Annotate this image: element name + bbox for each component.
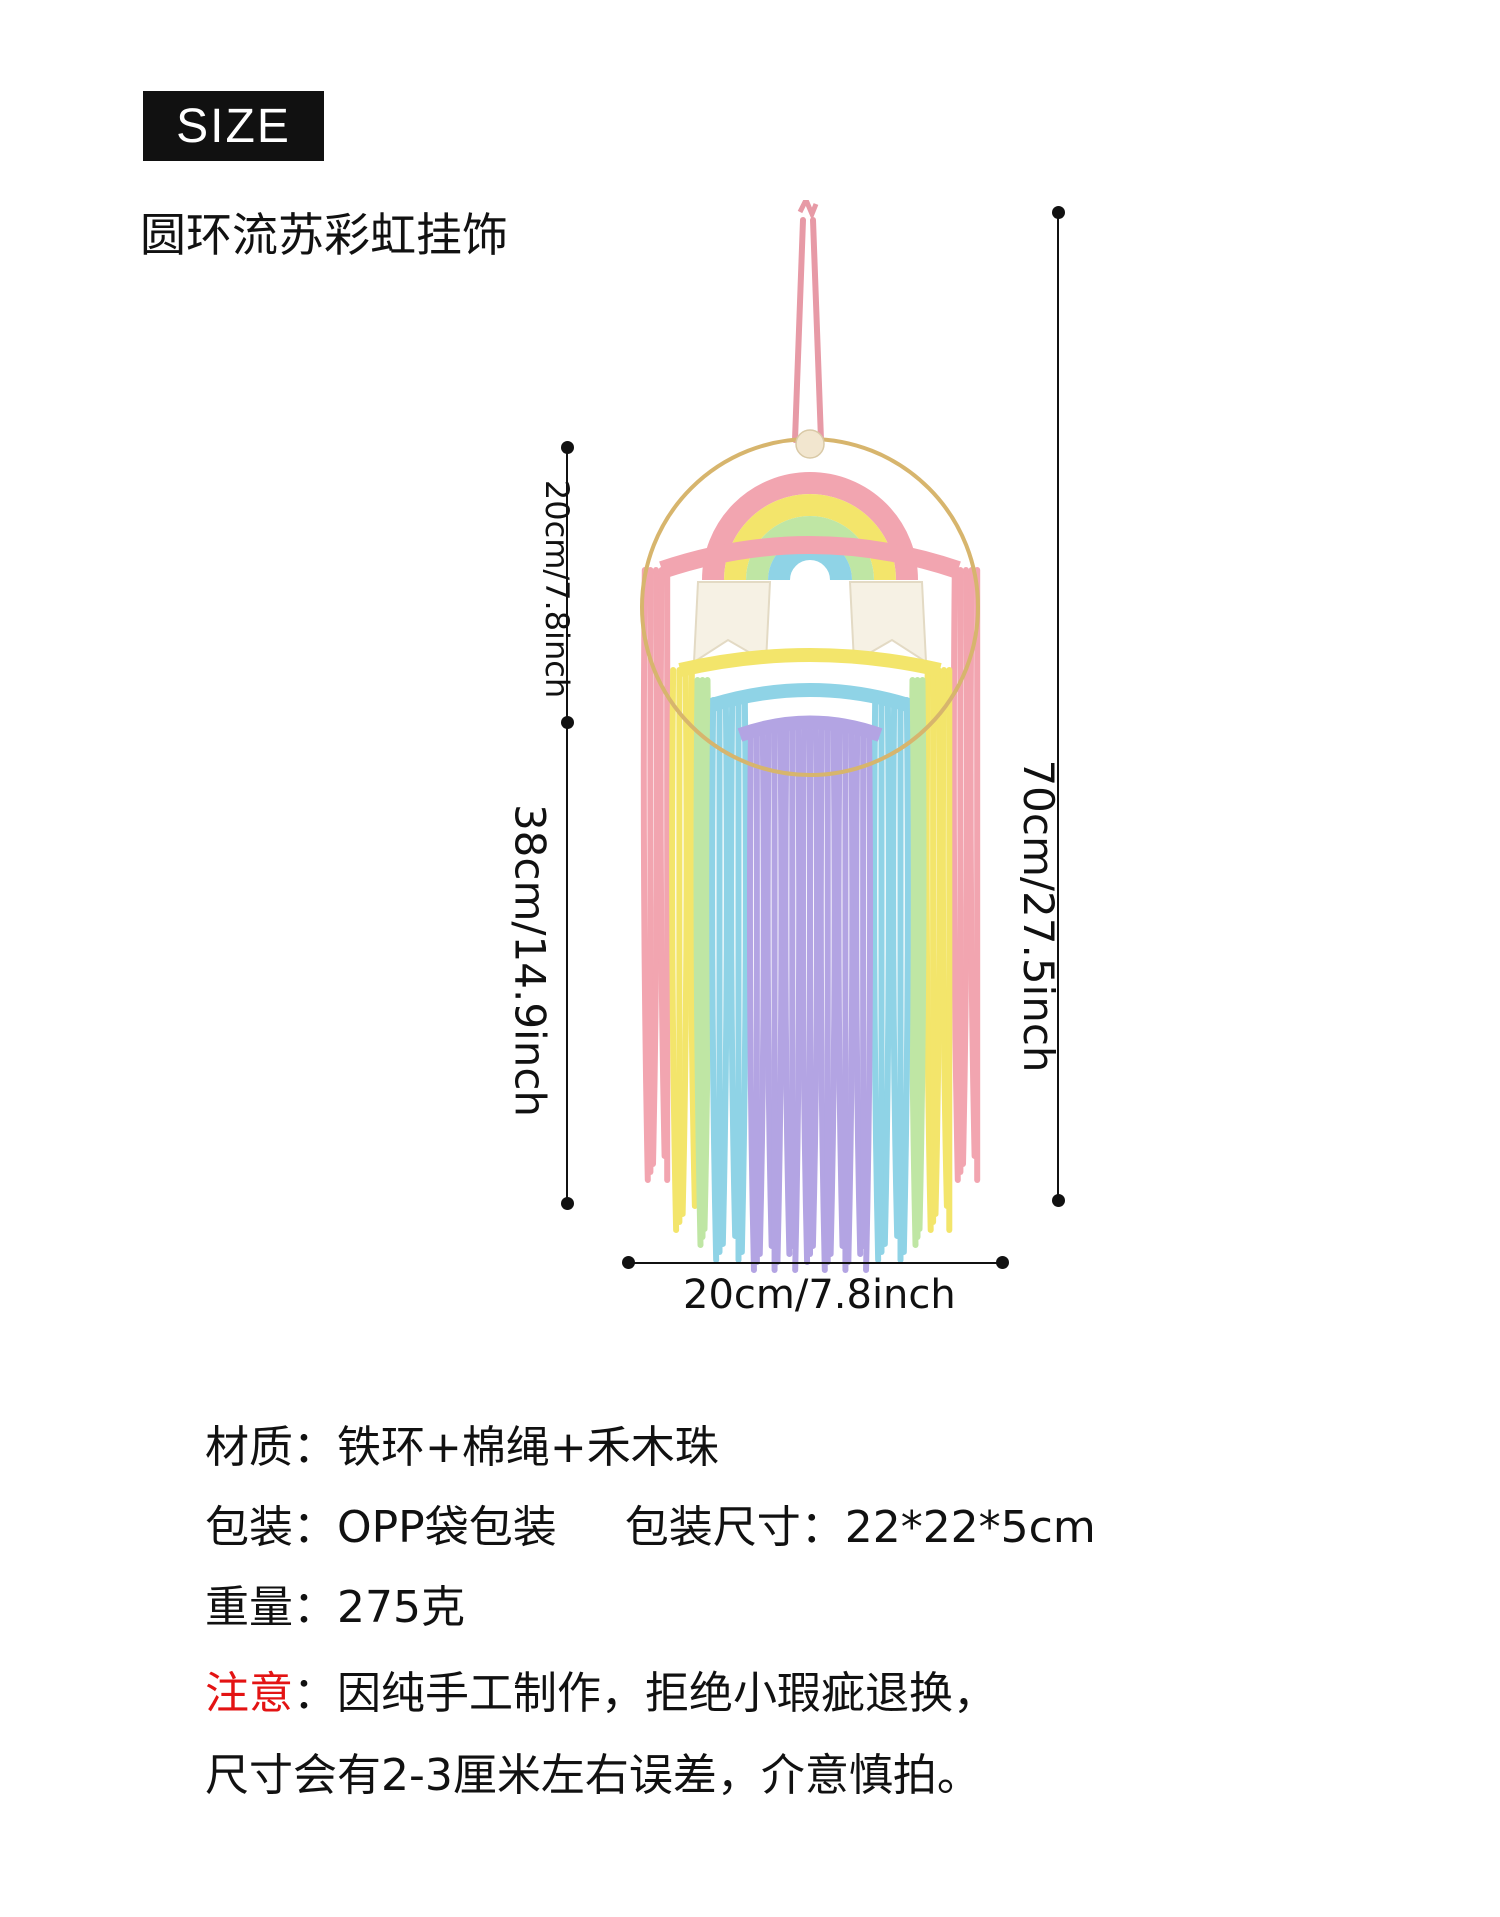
white-tassel-right	[848, 581, 928, 664]
dim-line-tassel-length	[566, 723, 568, 1203]
tassel-strand	[827, 727, 838, 1257]
spec-package-size-value: 22*22*5cm	[844, 1502, 1096, 1553]
rainbow-tassel-illustration	[640, 200, 981, 1273]
tassel-strand	[950, 567, 961, 1183]
dim-line-total-length	[1057, 212, 1059, 1200]
dim-line-ring-height	[566, 447, 568, 723]
tassel-strand	[738, 697, 749, 1255]
tassel-strand	[809, 727, 820, 1249]
tassel-strand	[863, 727, 874, 1273]
dim-dot	[561, 716, 574, 729]
tassel-strand	[782, 727, 793, 1257]
tassel-strand	[693, 677, 704, 1248]
tassel-strand	[845, 727, 856, 1265]
spec-weight-label: 重量：	[205, 1582, 337, 1633]
label-total-length: 70cm/27.5inch	[1014, 759, 1063, 1073]
spec-material-label: 材质：	[205, 1422, 337, 1473]
tassel-strand	[687, 667, 698, 1209]
tassel-strand	[932, 667, 943, 1217]
tassel-strand	[774, 727, 785, 1265]
label-ring-height: 20cm/7.8inch	[538, 479, 576, 699]
wood-bead	[795, 429, 825, 459]
size-badge: SIZE	[143, 91, 324, 161]
dim-dot	[1052, 206, 1065, 219]
tassel-strand	[640, 567, 651, 1183]
tassel-strand	[916, 677, 927, 1232]
tassel-strand	[881, 697, 892, 1247]
tassel-strand	[900, 697, 911, 1255]
tassel-strand	[835, 727, 846, 1249]
dim-dot	[1052, 1194, 1065, 1207]
tassel-strand	[719, 697, 730, 1247]
dim-dot	[561, 1197, 574, 1210]
tassel-strand	[728, 697, 739, 1239]
tassel-strand	[960, 567, 970, 1167]
knot-rows	[659, 536, 961, 742]
white-tassel-left	[692, 581, 772, 664]
dim-dot	[622, 1256, 635, 1269]
tassel-strand	[709, 697, 720, 1263]
tassel-strand	[650, 567, 660, 1167]
tassel-strand	[679, 667, 690, 1217]
spec-package-size-label: 包装尺寸：	[624, 1502, 845, 1553]
tassel-strand	[871, 697, 882, 1263]
tassel-strand	[817, 727, 828, 1273]
size-badge-label: SIZE	[176, 99, 291, 153]
tassel-strand	[939, 667, 950, 1209]
spec-packaging: 包装：OPP袋包装 包装尺寸：22*22*5cm	[205, 1500, 1096, 1556]
spec-weight: 重量：275克	[205, 1580, 465, 1636]
dim-line-width	[628, 1262, 1003, 1264]
hanger-loop	[792, 217, 824, 443]
tassel-strand	[701, 677, 712, 1232]
tassel-strands	[640, 567, 981, 1273]
product-title: 圆环流苏彩虹挂饰	[140, 208, 508, 262]
spec-note: 注意：因纯手工制作，拒绝小瑕疵退换，	[205, 1666, 997, 1722]
tassel-strand	[657, 567, 668, 1159]
dim-dot	[561, 441, 574, 454]
note-line1: ：因纯手工制作，拒绝小瑕疵退换，	[293, 1668, 997, 1719]
label-tassel-length: 38cm/14.9inch	[505, 803, 555, 1118]
label-width: 20cm/7.8inch	[683, 1272, 956, 1318]
tassel-strand	[792, 727, 803, 1273]
tassel-strand	[853, 727, 864, 1257]
note-label: 注意	[205, 1668, 293, 1719]
spec-packaging-label: 包装：	[205, 1502, 337, 1553]
tassel-strand	[746, 727, 757, 1273]
spec-packaging-value: OPP袋包装	[337, 1502, 557, 1553]
spec-weight-value: 275克	[337, 1582, 465, 1633]
tassel-strand	[908, 677, 919, 1248]
dim-dot	[996, 1256, 1009, 1269]
spec-material-value: 铁环+棉绳+禾木珠	[337, 1422, 719, 1473]
tassel-strand	[800, 727, 811, 1265]
tassel-strand	[890, 697, 901, 1239]
tassel-strand	[669, 667, 680, 1233]
tassel-strand	[764, 727, 775, 1249]
note-line2: 尺寸会有2-3厘米左右误差，介意慎拍。	[205, 1750, 981, 1801]
tassel-strand	[923, 667, 934, 1233]
spec-material: 材质：铁环+棉绳+禾木珠	[205, 1420, 719, 1476]
spec-note-continued: 尺寸会有2-3厘米左右误差，介意慎拍。	[205, 1748, 981, 1804]
tassel-strand	[756, 727, 767, 1257]
